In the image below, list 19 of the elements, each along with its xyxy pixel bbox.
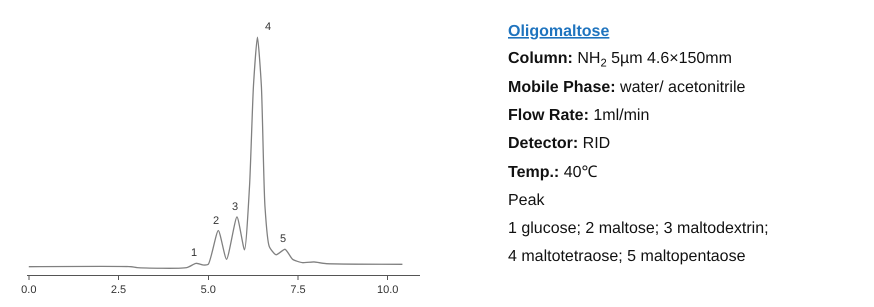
x-tick-label: 5.0 xyxy=(200,284,216,296)
x-tick-label: 2.5 xyxy=(110,284,126,296)
text: Temp.: 40℃ xyxy=(508,164,598,181)
x-tick-label: 7.5 xyxy=(290,284,306,296)
text: Column: NH$_{2}$ 5µm 4.6×150mm xyxy=(508,50,732,70)
annotation: 2 xyxy=(213,215,220,227)
x-tick-label: 0.0 xyxy=(21,284,36,296)
annotation: 3 xyxy=(232,201,238,213)
text: Peak xyxy=(508,192,546,209)
x-tick-label: 10.0 xyxy=(376,284,398,296)
text: Detector: RID xyxy=(508,135,610,152)
annotation: 5 xyxy=(280,233,286,245)
annotation: 1 xyxy=(191,247,198,259)
text: 4 maltotetraose; 5 maltopentaose xyxy=(508,248,746,265)
annotation: 4 xyxy=(265,21,272,33)
text: Mobile Phase: water/ acetonitrile xyxy=(508,79,746,96)
text: Flow Rate: 1ml/min xyxy=(508,107,650,124)
text: 1 glucose; 2 maltose; 3 maltodextrin; xyxy=(508,220,769,237)
text: Oligomaltose xyxy=(508,23,610,40)
